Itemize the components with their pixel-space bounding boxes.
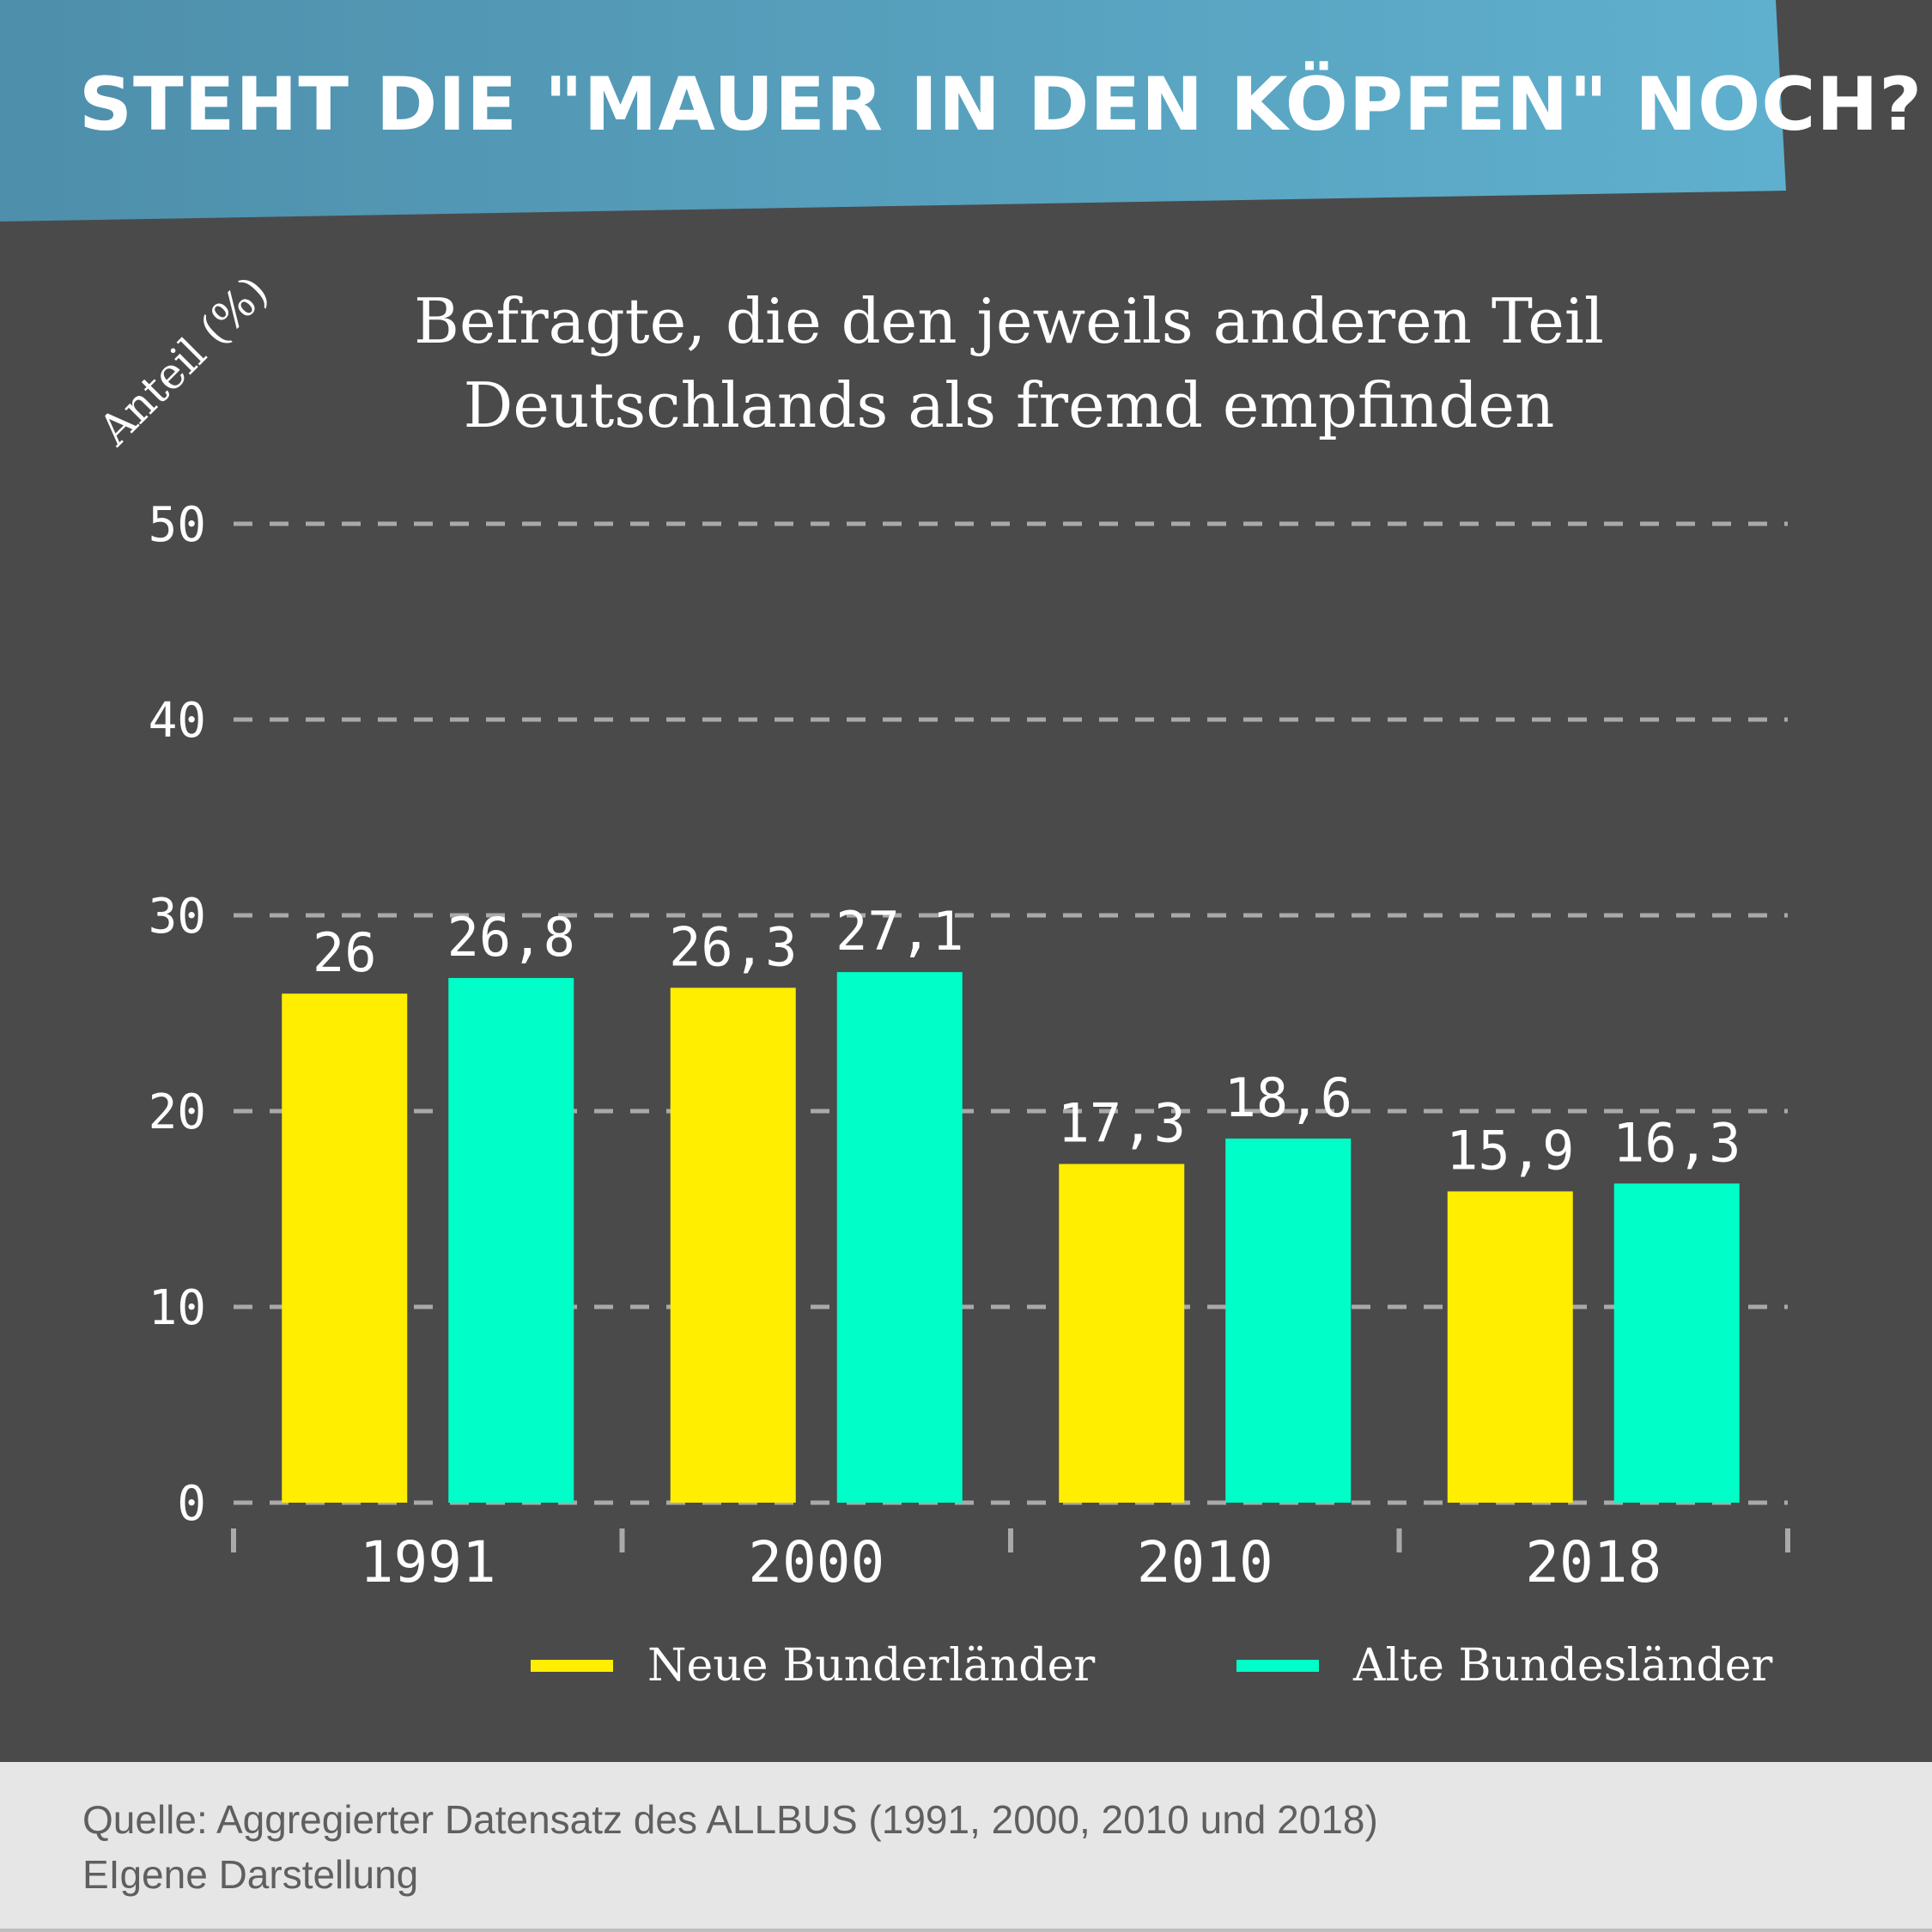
- value-label-neue-2010: 17,3: [1058, 1092, 1186, 1155]
- value-label-alte-1991: 26,8: [447, 906, 575, 969]
- legend-label-neue: Neue Bunderländer: [647, 1640, 1096, 1692]
- value-label-neue-2000: 26,3: [669, 915, 797, 978]
- y-tick-20: 20: [149, 1084, 206, 1140]
- legend: Neue Bunderländer Alte Bundesländer: [0, 1631, 1932, 1700]
- title-banner: [0, 0, 1786, 222]
- legend-item-alte: Alte Bundesländer: [1236, 1631, 1772, 1700]
- y-tick-10: 10: [149, 1280, 206, 1336]
- value-label-neue-1991: 26: [313, 921, 377, 984]
- legend-item-neue: Neue Bunderländer: [531, 1631, 1095, 1700]
- value-label-alte-2010: 18,6: [1224, 1066, 1352, 1129]
- y-tick-40: 40: [149, 693, 206, 749]
- bar-alte-2018: [1613, 1183, 1740, 1503]
- credit-note: EIgene Darstellung: [82, 1852, 419, 1897]
- bar-neue-1991: [282, 993, 408, 1503]
- x-category-2000: 2000: [748, 1529, 884, 1595]
- footer: Quelle: Aggregierter Datensatz des ALLBU…: [0, 1762, 1932, 1932]
- bar-alte-2010: [1225, 1138, 1352, 1503]
- bar-neue-2010: [1059, 1163, 1185, 1503]
- bar-neue-2000: [670, 987, 796, 1503]
- source-note: Quelle: Aggregierter Datensatz des ALLBU…: [82, 1797, 1378, 1842]
- y-axis-label: Anteil (%): [89, 266, 278, 455]
- value-label-neue-2018: 15,9: [1446, 1119, 1574, 1182]
- footer-rule: [0, 1929, 1932, 1932]
- y-tick-0: 0: [177, 1476, 206, 1532]
- value-label-alte-2000: 27,1: [835, 900, 963, 963]
- bar-neue-2018: [1447, 1191, 1573, 1503]
- legend-label-alte: Alte Bundesländer: [1353, 1640, 1773, 1692]
- page-title: STEHT DIE "MAUER IN DEN KÖPFEN" NOCH?: [79, 62, 1923, 148]
- value-label-alte-2018: 16,3: [1613, 1111, 1741, 1174]
- legend-swatch-neue: [531, 1660, 613, 1672]
- y-tick-30: 30: [149, 889, 206, 945]
- y-tick-50: 50: [149, 497, 206, 553]
- bar-alte-2000: [836, 972, 963, 1503]
- chart-title: Befragte, die den jeweils anderen Teil D…: [414, 285, 1604, 441]
- legend-swatch-alte: [1236, 1660, 1319, 1672]
- x-category-1991: 1991: [360, 1529, 496, 1595]
- x-category-2018: 2018: [1525, 1529, 1662, 1595]
- bar-alte-1991: [448, 977, 574, 1503]
- x-category-2010: 2010: [1137, 1529, 1273, 1595]
